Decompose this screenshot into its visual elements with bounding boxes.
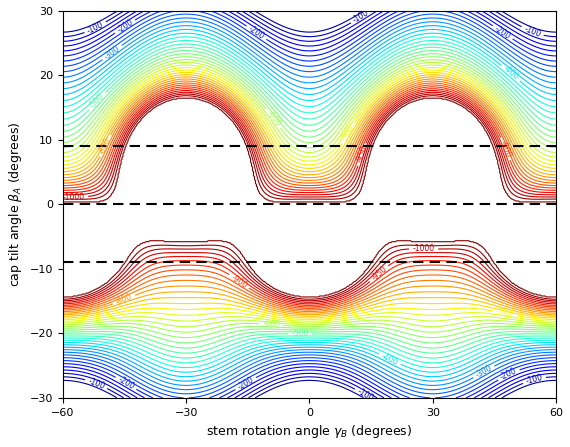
Text: -950: -950 (355, 145, 369, 164)
Text: -200: -200 (493, 24, 512, 41)
Text: -200: -200 (115, 18, 135, 35)
Text: -200: -200 (236, 375, 255, 392)
X-axis label: stem rotation angle $\gamma_B$ (degrees): stem rotation angle $\gamma_B$ (degrees) (206, 423, 413, 440)
Text: -900: -900 (229, 273, 249, 290)
Text: -100: -100 (87, 376, 106, 391)
Text: -200: -200 (499, 367, 519, 382)
Text: -200: -200 (116, 375, 136, 392)
Text: -800: -800 (115, 292, 134, 307)
Text: -300: -300 (103, 44, 122, 61)
Text: -400: -400 (501, 64, 520, 82)
Text: -600: -600 (264, 109, 282, 128)
Text: -600: -600 (262, 320, 280, 330)
Text: -100: -100 (523, 25, 542, 39)
Text: -800: -800 (97, 136, 113, 156)
Text: -100: -100 (352, 8, 371, 25)
Text: -1000: -1000 (63, 192, 85, 202)
Text: -700: -700 (340, 123, 357, 143)
Text: -1000: -1000 (413, 245, 435, 253)
Text: -100: -100 (86, 20, 105, 35)
Text: -500: -500 (291, 329, 309, 338)
Y-axis label: cap tilt angle $\beta_A$ (degrees): cap tilt angle $\beta_A$ (degrees) (7, 122, 24, 287)
Text: -100: -100 (525, 373, 544, 386)
Text: -100: -100 (356, 387, 375, 403)
Text: -900: -900 (498, 139, 513, 159)
Text: -500: -500 (88, 92, 107, 111)
Text: -200: -200 (247, 24, 266, 41)
Text: -700: -700 (495, 307, 514, 320)
Text: -950: -950 (369, 265, 389, 283)
Text: -400: -400 (380, 351, 400, 367)
Text: -300: -300 (474, 364, 494, 380)
